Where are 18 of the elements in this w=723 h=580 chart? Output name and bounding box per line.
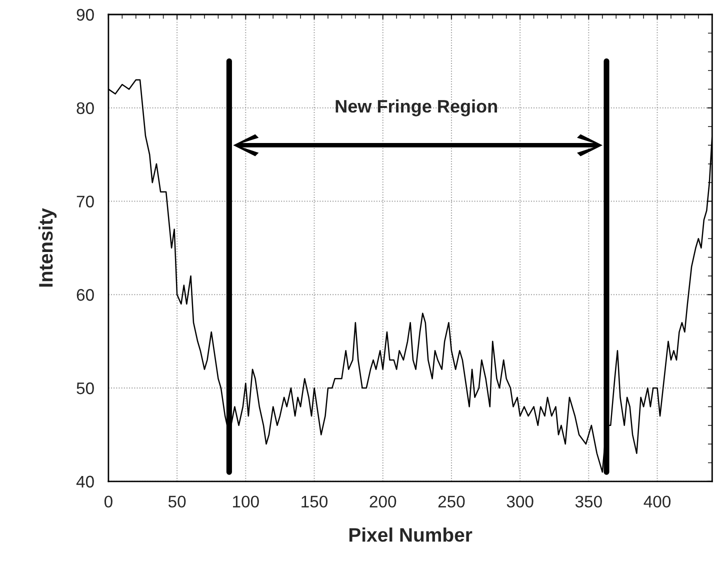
y-tick-label: 60 xyxy=(76,289,94,301)
x-tick-label: 50 xyxy=(168,496,186,508)
annotation: New Fringe Region xyxy=(336,99,497,116)
y-axis-title: Intensity xyxy=(38,208,57,287)
x-tick-label: 300 xyxy=(506,496,534,508)
x-tick-label: 150 xyxy=(302,496,328,508)
x-tick-label: 250 xyxy=(438,496,465,508)
x-tick-label: 350 xyxy=(575,496,602,508)
x-tick-label: 200 xyxy=(370,496,396,508)
x-axis-title: Pixel Number xyxy=(349,527,472,542)
y-tick-label: 40 xyxy=(76,476,94,488)
x-tick-label: 100 xyxy=(233,496,259,508)
y-tick-label: 70 xyxy=(76,196,94,208)
y-tick-label: 90 xyxy=(76,8,94,21)
x-tick-label: 0 xyxy=(104,496,112,508)
y-tick-label: 80 xyxy=(76,102,94,114)
y-tick-label: 50 xyxy=(76,382,94,394)
x-tick-label: 400 xyxy=(644,496,671,508)
